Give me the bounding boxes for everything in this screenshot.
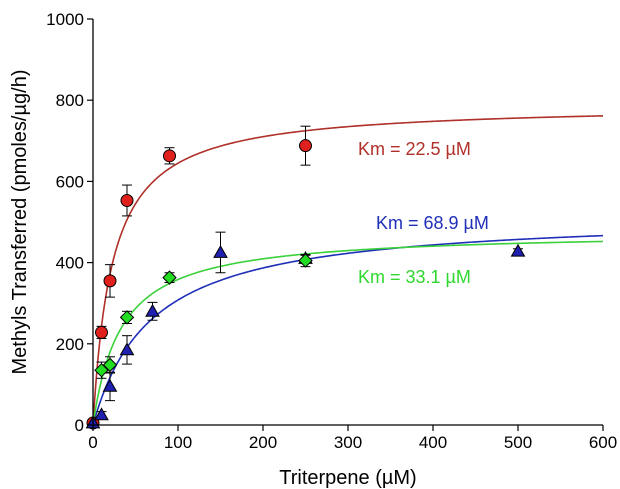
fit-curve-1 bbox=[92, 115, 604, 426]
y-tick-label: 600 bbox=[56, 172, 84, 191]
x-tick-label: 500 bbox=[504, 433, 532, 452]
x-axis-title: Triterpene (µM) bbox=[279, 467, 416, 489]
km-annotation-1: Km = 22.5 µM bbox=[358, 139, 471, 159]
x-tick-label: 200 bbox=[249, 433, 277, 452]
data-point-s1-6 bbox=[299, 139, 312, 153]
data-point-s3-4 bbox=[162, 270, 177, 285]
y-axis-title: Methyls Transferred (pmoles/µg/h) bbox=[9, 70, 31, 375]
data-point-s1-4 bbox=[120, 193, 134, 207]
y-tick-label: 0 bbox=[75, 416, 84, 435]
data-point-s1-3 bbox=[103, 274, 117, 288]
data-point-s3-2 bbox=[102, 357, 118, 373]
data-point-s2-6 bbox=[213, 244, 228, 258]
data-point-s2-5 bbox=[145, 303, 160, 317]
data-point-s3-1 bbox=[94, 362, 109, 378]
km-annotation-2: Km = 68.9 µM bbox=[376, 213, 489, 233]
data-point-s2-2 bbox=[94, 407, 109, 421]
km-annotation-3: Km = 33.1 µM bbox=[358, 267, 471, 287]
y-tick-label: 400 bbox=[56, 254, 84, 273]
x-tick-label: 300 bbox=[334, 433, 362, 452]
plot-area: Km = 22.5 µM Km = 68.9 µM Km = 33.1 µM bbox=[85, 115, 604, 430]
y-tick-label: 1000 bbox=[46, 10, 84, 29]
axes: 0 100 200 300 400 500 600 0 200 400 600 800 1000 bbox=[46, 10, 617, 452]
x-tick-label: 0 bbox=[88, 433, 97, 452]
data-point-s2-3 bbox=[102, 378, 118, 392]
data-point-s3-3 bbox=[119, 310, 135, 325]
data-point-s2-8 bbox=[510, 243, 526, 257]
x-tick-label: 100 bbox=[164, 433, 192, 452]
y-tick-label: 200 bbox=[56, 335, 84, 354]
fit-curve-2 bbox=[92, 234, 604, 426]
data-point-s3-5 bbox=[298, 253, 313, 268]
y-tick-label: 800 bbox=[56, 91, 84, 110]
x-tick-label: 400 bbox=[419, 433, 447, 452]
x-tick-label: 600 bbox=[589, 433, 617, 452]
data-point-s2-4 bbox=[119, 342, 135, 356]
fit-curve-3 bbox=[92, 240, 604, 426]
data-point-s1-5 bbox=[163, 149, 176, 163]
data-point-s1-2 bbox=[95, 325, 108, 339]
